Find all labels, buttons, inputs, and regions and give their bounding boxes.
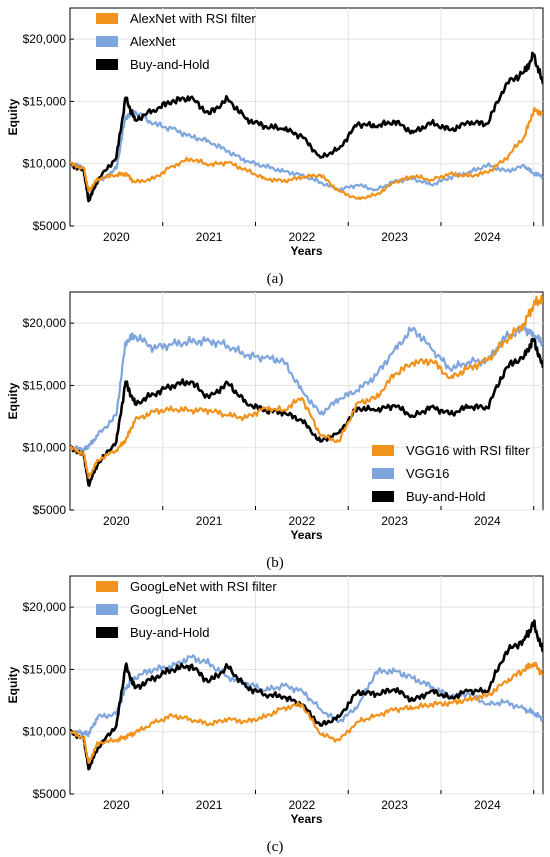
x-axis-label: Years — [290, 528, 322, 542]
y-axis-label: Equity — [6, 382, 20, 419]
y-tick-label: $5000 — [33, 219, 67, 233]
plot-area — [69, 575, 544, 795]
chart-panel-c: $5000 $10,000 $15,000 $20,000 2020 2021 2022 20… — [0, 568, 550, 857]
series-line-buy-and-hold — [70, 337, 543, 487]
line-chart-c: $5000 $10,000 $15,000 $20,000 2020 2021 2022 20… — [6, 575, 544, 826]
x-tick-label: 2023 — [381, 514, 408, 528]
series-line-vgg16 — [70, 324, 543, 452]
legend-swatch — [96, 59, 118, 70]
legend-swatch — [96, 36, 118, 47]
x-tick-label: 2022 — [289, 798, 316, 812]
legend-label: AlexNet — [130, 34, 176, 49]
y-tick-label: $20,000 — [23, 32, 67, 46]
legend-swatch — [372, 445, 394, 456]
y-axis-label: Equity — [6, 666, 20, 703]
legend-label: VGG16 with RSI filter — [406, 443, 530, 458]
x-tick-label: 2021 — [196, 798, 223, 812]
x-tick-label: 2024 — [474, 798, 501, 812]
y-tick-label: $15,000 — [23, 94, 67, 108]
y-tick-label: $15,000 — [23, 378, 67, 392]
plot-area — [69, 7, 544, 227]
y-tick-label: $20,000 — [23, 600, 67, 614]
y-tick-label: $15,000 — [23, 662, 67, 676]
series-line-buy-and-hold — [70, 619, 543, 771]
legend-label: Buy-and-Hold — [130, 57, 210, 72]
line-chart-b: $5000 $10,000 $15,000 $20,000 2020 2021 2022 20… — [6, 291, 544, 542]
x-tick-label: 2022 — [289, 514, 316, 528]
legend-swatch — [96, 581, 118, 592]
x-tick-label: 2021 — [196, 514, 223, 528]
x-tick-label: 2024 — [474, 514, 501, 528]
caption-c: (c) — [266, 839, 284, 855]
legend-swatch — [372, 491, 394, 502]
x-tick-label: 2023 — [381, 798, 408, 812]
y-tick-label: $20,000 — [23, 316, 67, 330]
y-tick-label: $10,000 — [23, 441, 67, 455]
x-tick-label: 2020 — [103, 514, 130, 528]
y-tick-label: $10,000 — [23, 725, 67, 739]
x-tick-label: 2023 — [381, 230, 408, 244]
series-line-alexnet-with-rsi-filter — [70, 106, 543, 201]
y-tick-label: $5000 — [33, 787, 67, 801]
x-axis-label: Years — [290, 244, 322, 258]
legend-label: Buy-and-Hold — [406, 489, 486, 504]
y-tick-label: $5000 — [33, 503, 67, 517]
x-tick-label: 2024 — [474, 230, 501, 244]
series-line-googlenet-with-rsi-filter — [70, 661, 543, 764]
x-tick-label: 2021 — [196, 230, 223, 244]
legend-label: AlexNet with RSI filter — [130, 11, 256, 26]
x-tick-label: 2020 — [103, 798, 130, 812]
legend-label: VGG16 — [406, 466, 449, 481]
caption-a: (a) — [266, 271, 284, 287]
legend-label: GoogLeNet with RSI filter — [130, 579, 277, 594]
legend-label: GoogLeNet — [130, 602, 197, 617]
x-axis-label: Years — [290, 812, 322, 826]
y-tick-label: $10,000 — [23, 157, 67, 171]
series-line-vgg16-with-rsi-filter — [70, 294, 543, 479]
legend-swatch — [372, 468, 394, 479]
line-chart-a: $5000 $10,000 $15,000 $20,000 2020 2021 2022 20… — [6, 7, 544, 258]
series-line-alexnet — [70, 108, 543, 199]
legend-swatch — [96, 13, 118, 24]
legend-swatch — [96, 627, 118, 638]
caption-b: (b) — [266, 555, 284, 571]
x-tick-label: 2020 — [103, 230, 130, 244]
legend-swatch — [96, 604, 118, 615]
chart-panel-b: $5000 $10,000 $15,000 $20,000 2020 2021 2022 20… — [0, 284, 550, 572]
chart-panel-a: $5000 $10,000 $15,000 $20,000 2020 2021 2022 20… — [0, 0, 550, 288]
series-line-buy-and-hold — [70, 51, 543, 203]
plot-area — [69, 291, 544, 511]
legend-label: Buy-and-Hold — [130, 625, 210, 640]
y-axis-label: Equity — [6, 98, 20, 135]
x-tick-label: 2022 — [289, 230, 316, 244]
